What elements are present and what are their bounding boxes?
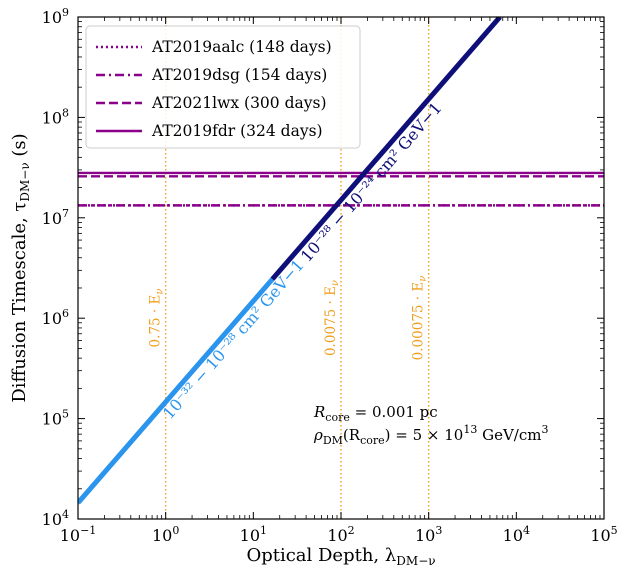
x-tick-label-base-5: 10 <box>503 526 523 545</box>
vline-label-2: 0.00075 · Eν <box>411 276 429 361</box>
legend-label-2: AT2021lwx (300 days) <box>151 94 327 112</box>
x-tick-label-exp-5: 4 <box>523 524 530 537</box>
vline-label-sub-2: ν <box>418 276 429 282</box>
y-tick-label-exp-3: 7 <box>62 207 69 220</box>
y-tick-label-base-0: 10 <box>42 510 62 529</box>
legend: AT2019aalc (148 days) AT2019dsg (154 days… <box>85 25 361 149</box>
y-tick-label-base-5: 10 <box>42 8 62 27</box>
y-tick-label-exp-4: 8 <box>62 106 69 119</box>
x-tick-label-exp-1: 0 <box>172 524 179 537</box>
x-tick-label-exp-4: 3 <box>435 524 442 537</box>
x-tick-label-6: 105 <box>590 524 617 545</box>
legend-label-3: AT2019fdr (324 days) <box>151 122 323 140</box>
y-axis-label-sub: DM−ν <box>18 162 32 201</box>
x-axis-label-sub: DM−ν <box>396 554 435 568</box>
x-tick-label-1: 100 <box>152 524 179 545</box>
y-tick-label-1: 105 <box>42 408 69 429</box>
vline-label-text-2: 0.00075 · E <box>411 282 427 361</box>
y-tick-label-base-3: 10 <box>42 209 62 228</box>
vline-label-0: 0.75 · Eν <box>148 289 166 348</box>
x-tick-label-3: 102 <box>327 524 354 545</box>
x-tick-label-2: 101 <box>240 524 267 545</box>
x-axis-label: Optical Depth, λDM−ν <box>246 545 435 568</box>
x-tick-label-base-1: 10 <box>152 526 172 545</box>
x-tick-label-exp-6: 5 <box>611 524 618 537</box>
y-tick-label-5: 109 <box>42 6 69 27</box>
x-tick-label-base-0: 10 <box>60 526 80 545</box>
y-tick-label-exp-0: 4 <box>62 508 69 521</box>
x-axis-label-main: Optical Depth, λ <box>246 545 396 566</box>
x-tick-label-5: 104 <box>503 524 530 545</box>
vline-label-text-1: 0.0075 · E <box>323 286 339 356</box>
x-tick-label-0: 10−1 <box>60 524 97 545</box>
x-tick-label-base-3: 10 <box>327 526 347 545</box>
y-tick-label-4: 108 <box>42 106 69 127</box>
y-tick-label-3: 107 <box>42 207 69 228</box>
diagonal-segment-1 <box>270 17 502 281</box>
y-tick-label-base-2: 10 <box>42 309 62 328</box>
x-tick-label-base-6: 10 <box>590 526 610 545</box>
vline-label-sub-0: ν <box>155 289 166 295</box>
y-tick-label-0: 104 <box>42 508 69 529</box>
y-tick-label-exp-1: 5 <box>62 408 69 421</box>
y-axis-label: Diffusion Timescale, τDM−ν (s) <box>9 133 32 402</box>
vline-label-sub-1: ν <box>330 280 341 286</box>
y-tick-label-exp-5: 9 <box>62 6 69 19</box>
y-axis-label-main: Diffusion Timescale, τ <box>9 202 30 403</box>
annotation-rcore: Rcore = 0.001 pc <box>313 403 438 424</box>
legend-box <box>85 25 361 149</box>
y-axis-label-unit: (s) <box>9 133 30 162</box>
vline-label-text-0: 0.75 · E <box>148 295 164 348</box>
y-tick-label-base-4: 10 <box>42 108 62 127</box>
plot-area <box>78 17 604 519</box>
legend-label-0: AT2019aalc (148 days) <box>151 38 332 56</box>
legend-label-1: AT2019dsg (154 days) <box>151 66 327 84</box>
x-tick-label-exp-0: −1 <box>80 524 96 537</box>
vline-label-1: 0.0075 · Eν <box>323 280 341 356</box>
annotation-rho: ρDM(Rcore) = 5 × 1013 GeV/cm3 <box>313 423 548 447</box>
y-tick-label-base-1: 10 <box>42 410 62 429</box>
x-tick-label-exp-3: 2 <box>348 524 355 537</box>
y-tick-label-2: 106 <box>42 307 69 328</box>
x-tick-label-exp-2: 1 <box>260 524 267 537</box>
diagonal-segment-0 <box>78 277 275 505</box>
plot-frame <box>77 16 605 520</box>
x-tick-label-base-2: 10 <box>240 526 260 545</box>
x-tick-label-base-4: 10 <box>415 526 435 545</box>
x-tick-label-4: 103 <box>415 524 442 545</box>
y-tick-label-exp-2: 6 <box>62 307 69 320</box>
